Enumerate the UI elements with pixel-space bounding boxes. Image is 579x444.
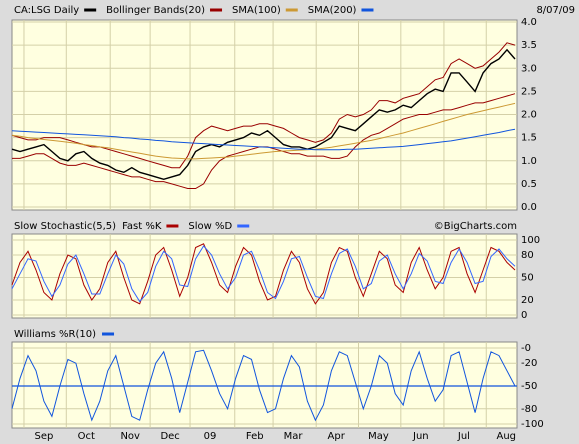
legend-swatch — [166, 224, 179, 228]
x-tick-label: Dec — [160, 431, 179, 442]
legend-swatch — [84, 8, 97, 12]
credit: ©BigCharts.com — [434, 221, 517, 232]
y-tick-label: -100 — [521, 419, 544, 430]
y-tick-label: 50 — [521, 273, 534, 284]
series-line — [11, 102, 516, 160]
x-tick-label: Jun — [412, 431, 429, 442]
x-tick-label: Oct — [78, 431, 95, 442]
x-tick-label: Sep — [35, 431, 54, 442]
x-tick-label: Nov — [120, 431, 140, 442]
y-tick-label: 1.0 — [521, 156, 537, 167]
legend-swatch — [210, 8, 223, 12]
y-tick-label: 2.0 — [521, 110, 537, 121]
y-tick-label: -50 — [521, 381, 537, 392]
y-tick-label: 1.5 — [521, 133, 537, 144]
x-tick-label: Mar — [284, 431, 304, 442]
series-line — [11, 42, 516, 169]
series-line — [11, 128, 516, 151]
legend-label: SMA(100) — [232, 5, 281, 16]
y-tick-label: 100 — [521, 235, 540, 246]
panel-title: Slow Stochastic(5,5) — [14, 221, 116, 232]
legend-label: Fast %K — [122, 221, 162, 232]
legend-label: CA:LSG Daily — [14, 5, 79, 16]
date: 8/07/09 — [536, 5, 575, 16]
series-line — [11, 349, 516, 422]
legend-label: Slow %D — [188, 221, 232, 232]
series-line — [11, 48, 516, 181]
y-tick-label: 20 — [521, 295, 534, 306]
legend-label: Bollinger Bands(20) — [106, 5, 205, 16]
x-tick-label: May — [368, 431, 389, 442]
y-tick-label: 3.0 — [521, 63, 537, 74]
legend-swatch — [102, 332, 115, 336]
y-tick-label: 0.5 — [521, 179, 537, 190]
y-tick-label: -20 — [521, 358, 537, 369]
y-tick-label: 80 — [521, 250, 534, 261]
plot-area — [11, 233, 518, 319]
x-tick-label: 09 — [204, 431, 217, 442]
legend-swatch — [285, 8, 298, 12]
x-tick-label: Jul — [457, 431, 470, 442]
legend-swatch — [361, 8, 374, 12]
panel-title: Williams %R(10) — [14, 329, 96, 340]
y-tick-label: 0 — [521, 310, 527, 321]
y-tick-label: 4.0 — [521, 17, 537, 28]
y-tick-label: -0 — [521, 343, 531, 354]
y-tick-label: 3.5 — [521, 40, 537, 51]
plot-area — [11, 341, 518, 429]
legend-swatch — [237, 224, 250, 228]
y-tick-label: 2.5 — [521, 86, 537, 97]
x-tick-label: Aug — [496, 431, 516, 442]
y-tick-label: 0.0 — [521, 202, 537, 213]
series-line — [11, 245, 516, 303]
x-tick-label: Feb — [246, 431, 264, 442]
x-tick-label: Apr — [328, 431, 346, 442]
legend-label: SMA(200) — [308, 5, 357, 16]
y-tick-label: -80 — [521, 404, 537, 415]
